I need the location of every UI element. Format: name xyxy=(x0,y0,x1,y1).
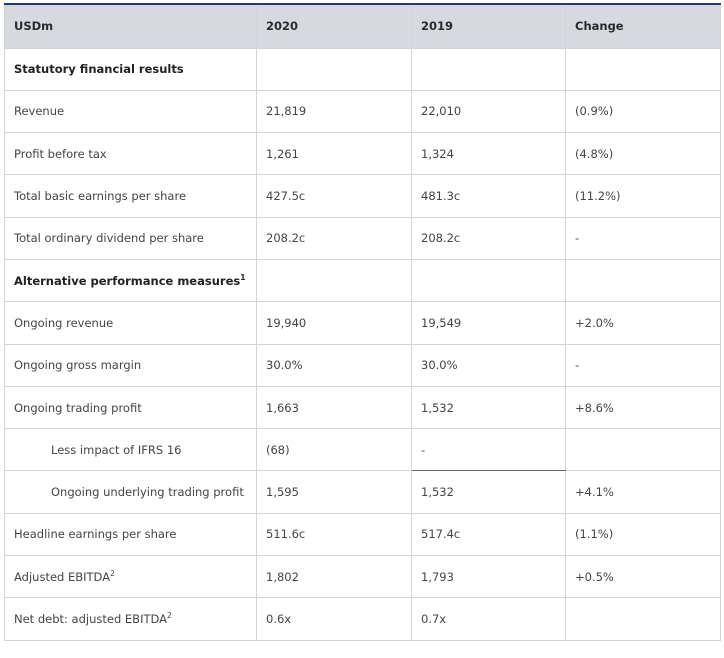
table-row: Revenue 21,819 22,010 (0.9%) xyxy=(4,89,721,134)
table-row: Ongoing revenue 19,940 19,549 +2.0% xyxy=(4,301,721,345)
table-row: Adjusted EBITDA2 1,802 1,793 +0.5% xyxy=(4,555,721,599)
value-2020: 1,663 xyxy=(256,385,412,430)
value-change: (0.9%) xyxy=(565,89,721,134)
table-row: Ongoing underlying trading profit 1,595 1,… xyxy=(4,470,721,514)
section-title: Statutory financial results xyxy=(4,47,257,91)
section-row: Statutory financial results xyxy=(4,47,721,91)
value-2020: 208.2c xyxy=(256,216,412,260)
row-label: Revenue xyxy=(4,89,257,134)
header-row: USDm 2020 2019 Change xyxy=(4,3,721,49)
financial-results-table: USDm 2020 2019 Change Statutory financia… xyxy=(4,3,721,641)
header-usdm: USDm xyxy=(4,3,257,49)
value-change: +2.0% xyxy=(565,301,721,345)
value-change xyxy=(565,597,721,641)
value-2020: (68) xyxy=(256,428,412,472)
row-label-text: Ongoing trading profit xyxy=(14,400,142,415)
row-label: Adjusted EBITDA2 xyxy=(4,555,257,599)
row-label: Profit before tax xyxy=(4,132,257,176)
header-change: Change xyxy=(565,3,721,49)
value-change xyxy=(565,258,721,303)
row-label-text: Revenue xyxy=(14,104,65,119)
value-2020: 1,261 xyxy=(256,132,412,176)
row-label: Total ordinary dividend per share xyxy=(4,216,257,260)
value-2020: 1,802 xyxy=(256,555,412,599)
value-change: (11.2%) xyxy=(565,174,721,218)
value-2019: 208.2c xyxy=(411,216,566,260)
value-2020: 19,940 xyxy=(256,301,412,345)
value-2019: 19,549 xyxy=(411,301,566,345)
value-2020: 21,819 xyxy=(256,89,412,134)
row-label-text: Ongoing gross margin xyxy=(14,358,142,373)
row-label-text: Adjusted EBITDA xyxy=(14,569,111,584)
table-row: Total ordinary dividend per share 208.2c 2… xyxy=(4,216,721,260)
value-2019 xyxy=(411,258,566,303)
value-2020 xyxy=(256,258,412,303)
value-2020: 1,595 xyxy=(256,470,412,514)
row-label-text: Total ordinary dividend per share xyxy=(14,231,204,246)
value-2020: 30.0% xyxy=(256,343,412,387)
row-label: Less impact of IFRS 16 xyxy=(4,428,257,472)
value-2019: 22,010 xyxy=(411,89,566,134)
value-change: - xyxy=(565,343,721,387)
row-label: Ongoing trading profit xyxy=(4,385,257,430)
row-label-text: Ongoing underlying trading profit xyxy=(51,485,244,500)
value-2020: 511.6c xyxy=(256,512,412,557)
footnote-marker: 1 xyxy=(240,272,246,282)
value-2020: 0.6x xyxy=(256,597,412,641)
footnote-marker: 2 xyxy=(167,611,172,621)
value-2019: 1,324 xyxy=(411,132,566,176)
row-label-text: Net debt: adjusted EBITDA xyxy=(14,612,168,626)
value-2019: 30.0% xyxy=(411,343,566,387)
value-change xyxy=(565,47,721,91)
table-row: Total basic earnings per share 427.5c 481.… xyxy=(4,174,721,218)
value-2020 xyxy=(256,47,412,91)
row-label: Headline earnings per share xyxy=(4,512,257,557)
row-label-text: Profit before tax xyxy=(14,146,107,161)
table-row: Ongoing gross margin 30.0% 30.0% - xyxy=(4,343,721,387)
value-2019: 1,793 xyxy=(411,555,566,599)
value-change: +8.6% xyxy=(565,385,721,430)
row-label: Ongoing gross margin xyxy=(4,343,257,387)
row-label-text: Statutory financial results xyxy=(14,62,184,77)
table-row: Ongoing trading profit 1,663 1,532 +8.6% xyxy=(4,385,721,430)
table-row: Net debt: adjusted EBITDA2 0.6x 0.7x xyxy=(4,597,721,641)
value-change: (1.1%) xyxy=(565,512,721,557)
footnote-marker: 2 xyxy=(110,568,115,578)
value-2019: 1,532 xyxy=(411,470,566,514)
value-change: - xyxy=(565,216,721,260)
header-2019: 2019 xyxy=(411,3,566,49)
row-label-text: Total basic earnings per share xyxy=(14,189,187,204)
row-label: Net debt: adjusted EBITDA2 xyxy=(4,597,257,641)
row-label-text: Headline earnings per share xyxy=(14,527,177,542)
value-2019: 481.3c xyxy=(411,174,566,218)
table-row: Less impact of IFRS 16 (68) - xyxy=(4,428,721,472)
row-label: Total basic earnings per share xyxy=(4,174,257,218)
value-change: (4.8%) xyxy=(565,132,721,176)
section-row: Alternative performance measures1 xyxy=(4,258,721,303)
value-change xyxy=(565,428,721,472)
row-label-text: Ongoing revenue xyxy=(14,315,114,330)
row-label-text: Less impact of IFRS 16 xyxy=(51,442,182,457)
value-2020: 427.5c xyxy=(256,174,412,218)
value-2019: 517.4c xyxy=(411,512,566,557)
table-row: Headline earnings per share 511.6c 517.4c(… xyxy=(4,512,721,557)
header-2020: 2020 xyxy=(256,3,412,49)
row-label: Ongoing revenue xyxy=(4,301,257,345)
row-label: Ongoing underlying trading profit xyxy=(4,470,257,514)
value-2019 xyxy=(411,47,566,91)
table-row: Profit before tax 1,261 1,324 (4.8%) xyxy=(4,132,721,176)
value-2019: 0.7x xyxy=(411,597,566,641)
value-2019: 1,532 xyxy=(411,385,566,430)
row-label-text: Alternative performance measures xyxy=(14,273,241,288)
value-2019: - xyxy=(411,428,566,472)
section-title: Alternative performance measures1 xyxy=(4,258,257,303)
value-change: +0.5% xyxy=(565,555,721,599)
value-change: +4.1% xyxy=(565,470,721,514)
